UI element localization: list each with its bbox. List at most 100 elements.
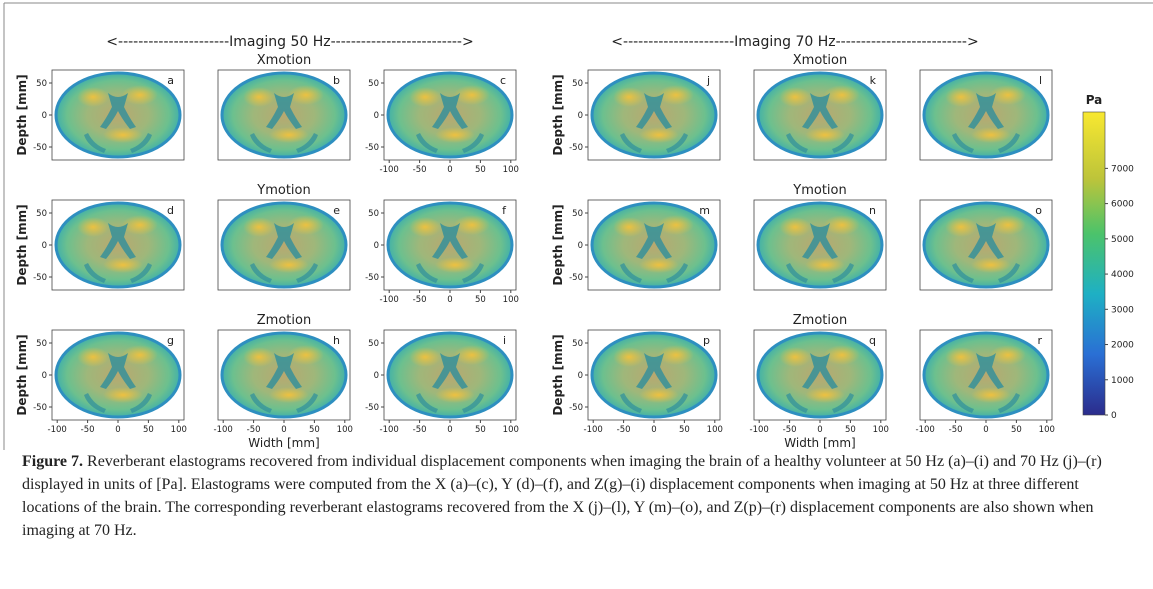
elastogram	[758, 333, 882, 417]
group-header: <----------------------Imaging 70 Hz----…	[611, 34, 978, 50]
figure: <----------------------Imaging 50 Hz----…	[0, 0, 1153, 450]
y-tick-label: 50	[572, 339, 583, 349]
y-axis-label: Depth [mm]	[15, 74, 29, 155]
x-tick-label: 100	[707, 425, 723, 435]
x-tick-label: -50	[413, 165, 427, 175]
x-tick-label: -100	[380, 165, 399, 175]
elastogram	[56, 73, 180, 157]
x-tick-label: 100	[337, 425, 353, 435]
y-tick-label: 0	[578, 111, 583, 121]
x-tick-label: 0	[115, 425, 120, 435]
caption: Figure 7. Reverberant elastograms recove…	[22, 450, 1132, 542]
x-tick-label: 50	[475, 425, 486, 435]
y-tick-label: 0	[42, 241, 47, 251]
elastogram	[924, 203, 1048, 287]
elastogram	[758, 203, 882, 287]
y-tick-label: -50	[365, 403, 379, 413]
y-tick-label: -50	[569, 403, 583, 413]
y-tick-label: 50	[36, 209, 47, 219]
x-tick-label: 0	[281, 425, 286, 435]
panel-letter: b	[333, 74, 340, 87]
x-tick-label: 100	[503, 295, 519, 305]
x-tick-label: -100	[380, 425, 399, 435]
x-tick-label: 100	[503, 165, 519, 175]
panel-letter: a	[167, 74, 174, 87]
x-tick-label: 50	[475, 295, 486, 305]
elastogram	[592, 73, 716, 157]
x-tick-label: -50	[247, 425, 261, 435]
panel-letter: g	[167, 334, 174, 347]
y-tick-label: 0	[42, 371, 47, 381]
caption-label: Figure 7.	[22, 453, 83, 470]
x-tick-label: -100	[48, 425, 67, 435]
panel-letter: r	[1037, 334, 1042, 347]
y-tick-label: -50	[365, 143, 379, 153]
y-tick-label: -50	[569, 273, 583, 283]
y-tick-label: 50	[572, 79, 583, 89]
y-axis-label: Depth [mm]	[15, 204, 29, 285]
elastogram	[222, 73, 346, 157]
y-tick-label: 0	[578, 371, 583, 381]
y-tick-label: -50	[33, 273, 47, 283]
panel-letter: e	[333, 204, 340, 217]
x-tick-label: -50	[413, 425, 427, 435]
x-tick-label: -50	[81, 425, 95, 435]
colorbar-tick-label: 0	[1111, 411, 1117, 421]
elastogram	[758, 73, 882, 157]
x-tick-label: 50	[309, 425, 320, 435]
row-title: Ymotion	[256, 183, 310, 198]
colorbar-tick-label: 3000	[1111, 305, 1134, 315]
x-tick-label: 50	[845, 425, 856, 435]
panel-letter: i	[503, 334, 506, 347]
x-tick-label: 100	[171, 425, 187, 435]
x-tick-label: -100	[584, 425, 603, 435]
page: {"figure": { "header_groups": [ {"label"…	[0, 0, 1153, 589]
y-tick-label: -50	[365, 273, 379, 283]
colorbar-tick-label: 1000	[1111, 376, 1134, 386]
x-tick-label: -100	[214, 425, 233, 435]
x-tick-label: 0	[817, 425, 822, 435]
elastogram	[388, 203, 512, 287]
elastogram	[56, 203, 180, 287]
colorbar-label: Pa	[1086, 93, 1103, 107]
y-tick-label: 0	[374, 371, 379, 381]
panel-letter: f	[502, 204, 507, 217]
panel-letter: o	[1035, 204, 1042, 217]
elastogram	[592, 203, 716, 287]
x-tick-label: -100	[916, 425, 935, 435]
elastogram	[388, 73, 512, 157]
y-tick-label: 0	[374, 241, 379, 251]
y-tick-label: 50	[36, 79, 47, 89]
panel-letter: c	[500, 74, 506, 87]
row-title: Zmotion	[793, 313, 847, 328]
panel-letter: p	[703, 334, 710, 347]
y-tick-label: 0	[42, 111, 47, 121]
colorbar-tick-label: 6000	[1111, 200, 1134, 210]
y-tick-label: 50	[368, 339, 379, 349]
panel-letter: m	[699, 204, 710, 217]
y-tick-label: 50	[368, 209, 379, 219]
colorbar	[1083, 112, 1105, 415]
y-tick-label: -50	[33, 143, 47, 153]
y-axis-label: Depth [mm]	[15, 334, 29, 415]
x-tick-label: 0	[651, 425, 656, 435]
y-tick-label: 50	[36, 339, 47, 349]
x-tick-label: -100	[380, 295, 399, 305]
panel-letter: d	[167, 204, 174, 217]
elastogram	[388, 333, 512, 417]
panel-letter: l	[1039, 74, 1042, 87]
elastogram	[222, 333, 346, 417]
row-title: Zmotion	[257, 313, 311, 328]
x-axis-label: Width [mm]	[784, 436, 855, 450]
x-tick-label: 0	[447, 295, 452, 305]
panel-letter: k	[870, 74, 877, 87]
x-tick-label: 50	[143, 425, 154, 435]
x-tick-label: 50	[1011, 425, 1022, 435]
row-title: Xmotion	[257, 53, 311, 68]
colorbar-tick-label: 2000	[1111, 341, 1134, 351]
caption-text: Reverberant elastograms recovered from i…	[22, 453, 1102, 539]
panel-letter: n	[869, 204, 876, 217]
y-axis-label: Depth [mm]	[551, 334, 565, 415]
colorbar-tick-label: 7000	[1111, 164, 1134, 174]
elastogram	[222, 203, 346, 287]
